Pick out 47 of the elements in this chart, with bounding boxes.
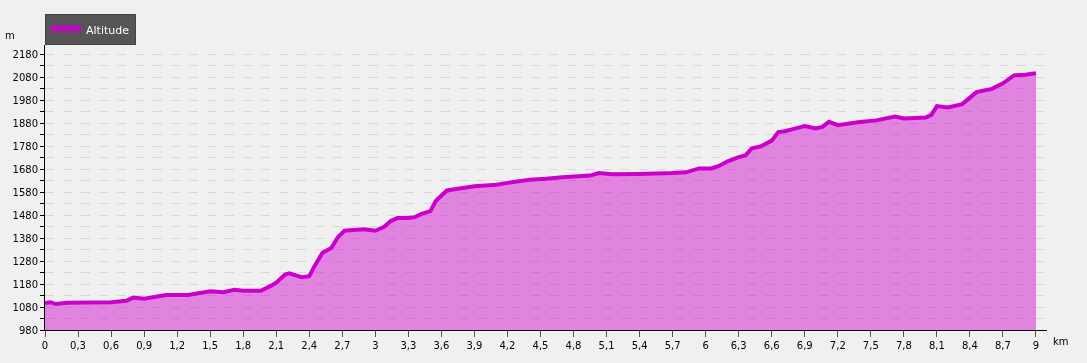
x-tick-label: 3,6 (433, 340, 450, 351)
x-tick-label: 8,7 (995, 340, 1011, 351)
x-tick-label: 7,8 (895, 340, 912, 351)
y-tick-label: 2180 (12, 48, 38, 60)
x-tick-label: 8,1 (928, 340, 945, 351)
y-tick-label: 1280 (12, 255, 38, 267)
x-tick-label: 3 (372, 340, 379, 351)
y-axis-title: m (5, 30, 15, 41)
y-tick-label: 1480 (12, 209, 38, 221)
y-tick-label: 1580 (12, 186, 38, 198)
x-tick-label: 0 (41, 340, 49, 351)
y-tick-label: 1980 (12, 94, 38, 106)
x-tick-label: 0,3 (70, 340, 86, 351)
x-tick-label: 0,9 (136, 340, 153, 351)
y-tick-label: 1780 (12, 140, 38, 152)
x-tick-label: 1,2 (169, 340, 186, 351)
x-tick-label: 2,7 (334, 340, 351, 351)
x-tick-label: 1,8 (235, 340, 252, 351)
x-tick-label: 3,3 (400, 340, 417, 351)
x-tick-label: 5,7 (664, 340, 681, 351)
x-tick-label: 5,1 (598, 340, 615, 351)
x-tick-label: 4,2 (499, 340, 516, 351)
x-tick-label: 4,5 (532, 340, 549, 351)
x-tick-label: 8,4 (961, 340, 978, 351)
y-tick-label: 1380 (12, 232, 38, 244)
x-tick-label: 6,3 (730, 340, 747, 351)
x-tick-label: 7,5 (862, 340, 879, 351)
y-tick-label: 1180 (12, 278, 38, 290)
x-tick-label: 5,4 (631, 340, 648, 351)
legend-label: Altitude (86, 23, 130, 37)
x-tick-label: 4,8 (565, 340, 582, 351)
x-tick-label: 2,4 (301, 340, 318, 351)
y-tick-label: 1880 (12, 117, 38, 129)
y-tick-label: 980 (18, 324, 38, 336)
x-axis-title: km (1053, 336, 1069, 347)
x-tick-label: 6,9 (796, 340, 813, 351)
y-tick-label: 1080 (12, 301, 38, 313)
x-tick-label: 6 (702, 340, 709, 351)
y-tick-label: 1680 (12, 163, 38, 175)
x-tick-label: 6,6 (763, 340, 780, 351)
x-tick-label: 0,6 (103, 340, 120, 351)
x-tick-label: 1,5 (202, 340, 219, 351)
x-tick-label: 9 (1032, 340, 1040, 351)
x-tick-label: 7,2 (829, 340, 846, 351)
x-tick-label: 2,1 (268, 340, 285, 351)
x-tick-label: 3,9 (466, 340, 483, 351)
y-tick-label: 2080 (12, 71, 38, 83)
